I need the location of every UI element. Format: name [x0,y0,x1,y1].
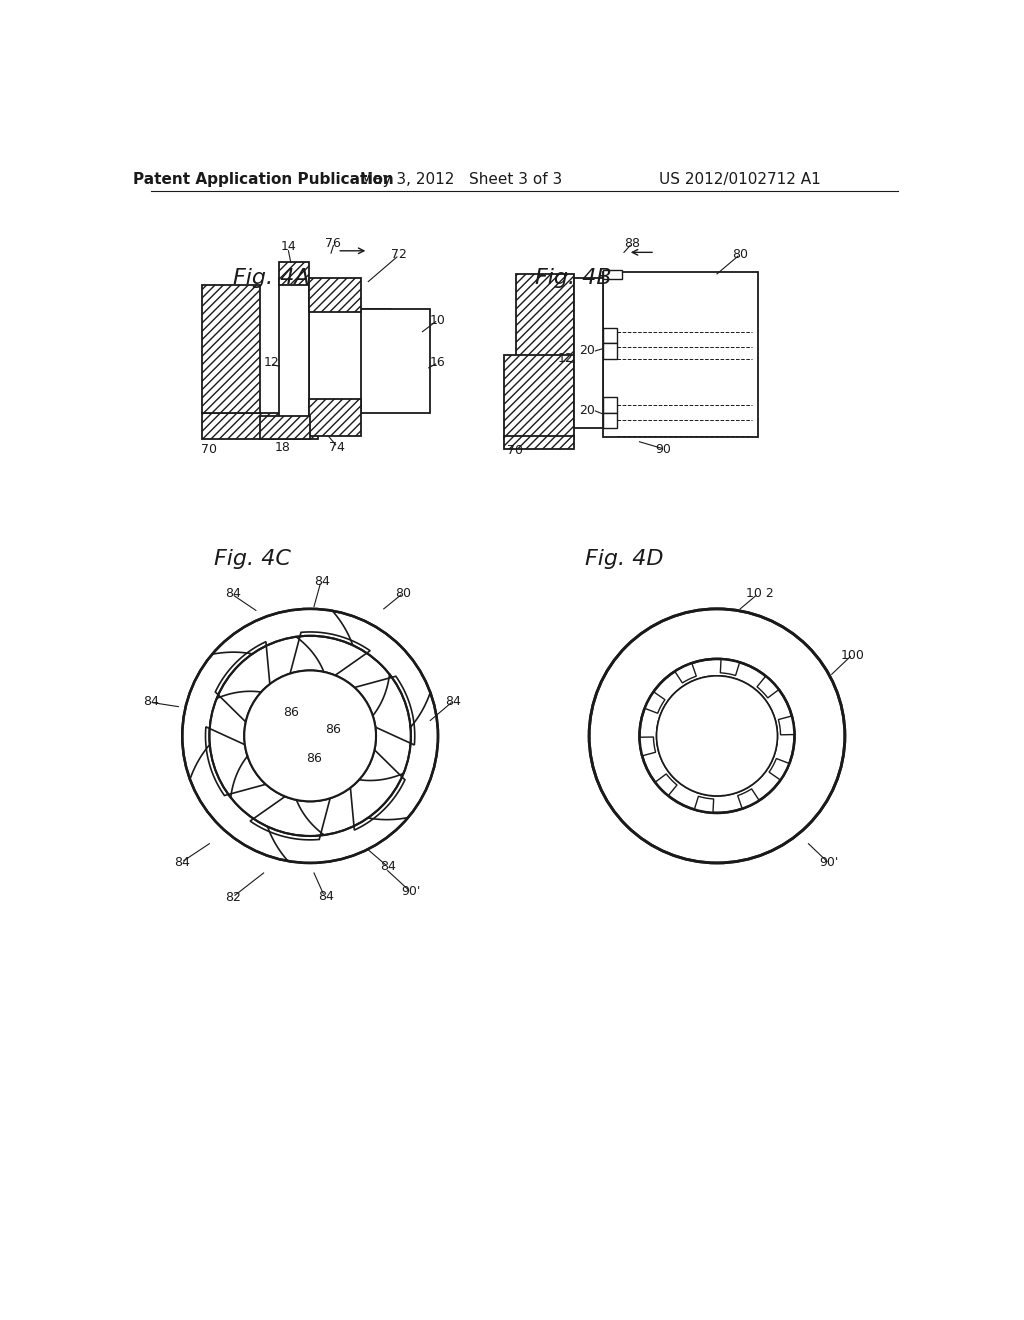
Polygon shape [206,727,270,796]
Text: 100: 100 [841,648,864,661]
Text: US 2012/0102712 A1: US 2012/0102712 A1 [659,172,821,186]
Text: 70: 70 [202,444,217,455]
Bar [603,397,617,412]
Text: 70: 70 [508,445,523,458]
Polygon shape [655,774,677,796]
Text: Fig. 4B: Fig. 4B [535,268,611,288]
Polygon shape [769,759,790,780]
Text: 82: 82 [224,891,241,904]
Text: 16: 16 [430,356,445,370]
Text: Fig. 4D: Fig. 4D [586,549,664,569]
Text: 84: 84 [380,861,395,874]
Text: 18: 18 [275,441,291,454]
Text: 12: 12 [263,356,280,370]
Text: 84: 84 [313,576,330,589]
Polygon shape [640,737,655,756]
Bar [360,309,430,412]
Bar [504,355,573,440]
Bar [202,285,260,412]
Bar [308,277,361,313]
Bar [603,343,617,359]
Bar [603,272,758,437]
Polygon shape [215,642,270,725]
Text: Fig. 4A: Fig. 4A [232,268,309,288]
Text: 80: 80 [732,248,749,261]
Text: 20: 20 [579,345,595,358]
Text: 14: 14 [281,240,296,253]
Polygon shape [289,632,370,678]
Text: 84: 84 [317,890,334,903]
Polygon shape [720,659,739,676]
Text: 20: 20 [579,404,595,417]
Text: 74: 74 [330,441,345,454]
Bar [260,416,310,440]
Bar [504,436,573,449]
Text: 84: 84 [174,857,190,870]
Text: 86: 86 [306,752,322,766]
Circle shape [245,671,376,801]
Circle shape [589,609,845,863]
Text: 80: 80 [395,587,411,601]
Text: May 3, 2012   Sheet 3 of 3: May 3, 2012 Sheet 3 of 3 [360,172,562,186]
Circle shape [245,671,376,801]
Text: 86: 86 [283,706,299,719]
Polygon shape [778,715,795,735]
Polygon shape [250,793,332,840]
Polygon shape [757,676,779,698]
Text: 84: 84 [143,694,159,708]
Bar [573,277,603,428]
Bar [603,413,617,428]
Circle shape [640,659,795,813]
Text: Fig. 4C: Fig. 4C [214,549,291,569]
Bar [308,309,390,401]
Bar [515,275,573,359]
Text: Patent Application Publication: Patent Application Publication [133,172,394,186]
Text: 76: 76 [326,236,341,249]
Polygon shape [350,747,404,830]
Circle shape [656,676,777,796]
Polygon shape [645,692,665,713]
Bar [280,263,308,285]
Polygon shape [350,676,415,744]
Polygon shape [737,789,759,809]
Bar [308,399,361,436]
Text: 88: 88 [624,236,640,249]
Text: 72: 72 [391,248,408,261]
Bar [603,271,623,280]
Text: 12: 12 [558,352,573,366]
Polygon shape [694,796,714,813]
Text: 90: 90 [654,444,671,455]
Text: 10 2: 10 2 [745,587,773,601]
Text: 90': 90' [819,857,839,870]
Bar [202,412,317,440]
Circle shape [182,609,438,863]
Bar [603,327,617,343]
Text: 10: 10 [430,314,445,326]
Text: 84: 84 [445,694,462,708]
Bar [280,277,308,428]
Text: 84: 84 [224,587,241,601]
Text: 90': 90' [401,884,421,898]
Polygon shape [675,663,696,682]
Text: 86: 86 [326,723,341,737]
